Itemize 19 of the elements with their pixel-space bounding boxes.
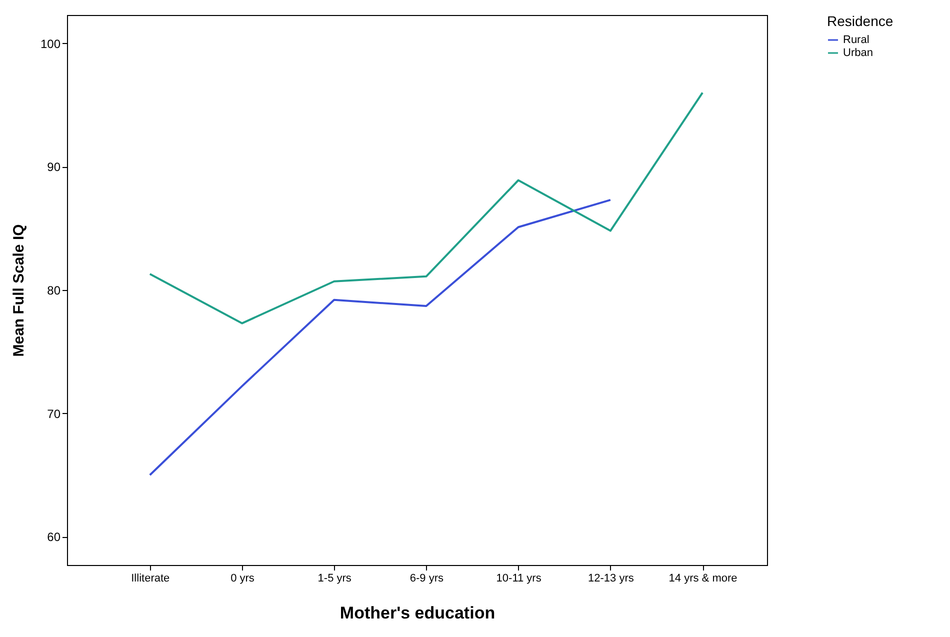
x-tick-label: 10-11 yrs <box>496 572 542 584</box>
y-tick-label: 60 <box>47 530 61 544</box>
y-tick-label: 70 <box>47 406 61 421</box>
line-series <box>148 92 704 324</box>
y-tick-label: 90 <box>47 160 61 174</box>
x-tick-label: 0 yrs <box>230 572 255 584</box>
x-tick-label: Illiterate <box>131 572 170 584</box>
x-tick-label: 14 yrs & more <box>668 572 738 584</box>
line-series <box>148 198 612 476</box>
x-tick-label: 1-5 yrs <box>318 572 352 584</box>
x-tick-label: 6-9 yrs <box>410 572 444 584</box>
x-axis-title: Mother's education <box>340 604 496 622</box>
x-tick-label: 12-13 yrs <box>588 572 634 584</box>
legend-label: Urban <box>843 47 873 59</box>
y-axis-title: Mean Full Scale IQ <box>10 224 28 357</box>
y-tick-label: 80 <box>47 284 61 298</box>
legend-title: Residence <box>827 13 894 29</box>
legend-label: Rural <box>843 34 870 46</box>
y-tick-label: 100 <box>40 36 61 51</box>
